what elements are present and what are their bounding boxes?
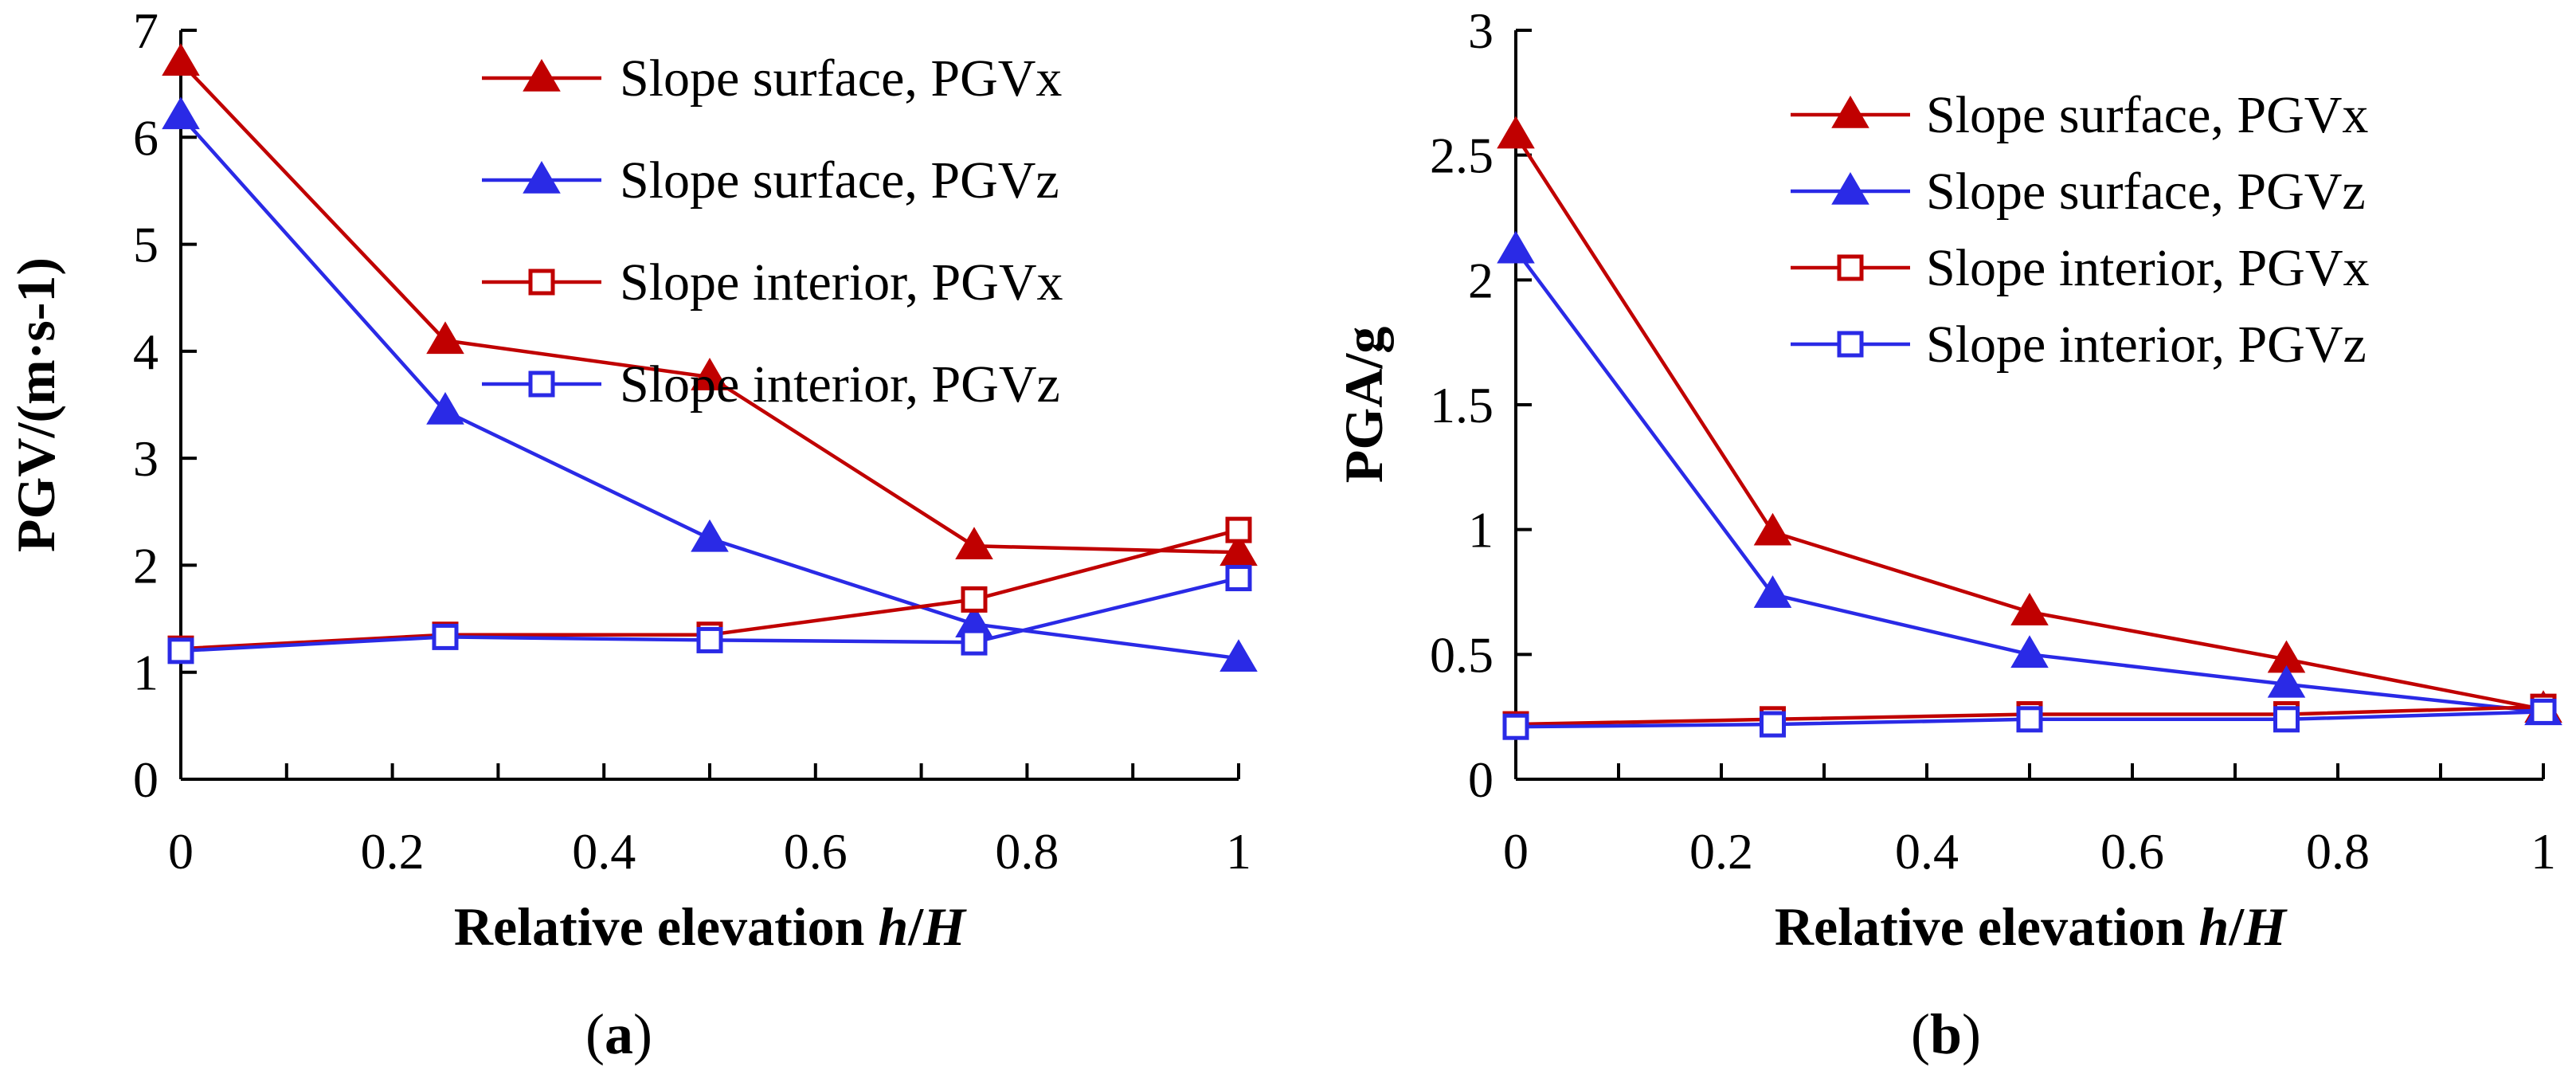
y-tick-label: 4 <box>133 323 159 380</box>
data-point <box>1753 575 1792 608</box>
x-axis-title-prefix: Relative elevation <box>454 896 879 957</box>
x-tick-label: 0 <box>1503 823 1529 880</box>
panel-label-close: ) <box>1962 1002 1981 1066</box>
x-tick-label: 0.2 <box>1689 823 1753 880</box>
y-tick-label: 2 <box>1468 252 1494 308</box>
x-axis-title-h: h <box>878 896 908 957</box>
y-tick-label: 1 <box>133 645 159 701</box>
y-tick-label: 3 <box>1468 2 1494 59</box>
data-point <box>1219 639 1258 672</box>
x-tick-label: 0.2 <box>361 823 425 880</box>
x-tick-label: 1 <box>1226 823 1251 880</box>
data-point <box>1502 713 1529 740</box>
legend-label-2: Slope interior, PGVx <box>620 253 1063 312</box>
x-tick-label: 0 <box>168 823 194 880</box>
x-axis-title-slash: / <box>907 896 924 957</box>
data-point <box>167 637 194 664</box>
legend-marker-0 <box>523 58 561 92</box>
data-point <box>691 358 729 390</box>
panel-label: (a) <box>585 1002 652 1066</box>
data-point <box>696 626 723 653</box>
x-axis-title: Relative elevation h/H <box>1775 896 2288 957</box>
data-point <box>1225 565 1252 592</box>
panel-b-marks: 0 0.5 1 1.5 2 2.5 3 0 0.2 0.4 0.6 0.8 1 <box>1430 2 2562 880</box>
y-tick-label: 7 <box>133 2 159 59</box>
data-point <box>2016 706 2043 733</box>
x-tick-label: 0.8 <box>995 823 1059 880</box>
data-point <box>426 392 464 425</box>
legend-marker-2 <box>1837 254 1864 281</box>
y-tick-label: 1.5 <box>1430 377 1494 433</box>
y-axis-title: PGA/g <box>1333 327 1394 483</box>
data-point <box>426 321 464 355</box>
panel-label: (b) <box>1911 1002 1981 1066</box>
data-point <box>961 586 988 613</box>
panel-label-open: ( <box>1911 1002 1930 1066</box>
x-tick-label: 1 <box>2531 823 2556 880</box>
data-point <box>1760 711 1786 738</box>
x-tick-label: 0.4 <box>1895 823 1959 880</box>
y-tick-label: 6 <box>133 109 159 166</box>
legend-marker-3 <box>1837 331 1864 358</box>
panel-label-letter: a <box>605 1002 633 1066</box>
data-point <box>2267 664 2306 698</box>
legend-marker-3 <box>528 370 555 398</box>
legend-label-1: Slope surface, PGVz <box>620 151 1059 210</box>
y-tick-label: 2 <box>133 537 159 594</box>
y-tick-label: 0.5 <box>1430 626 1494 683</box>
x-tick-label: 0.4 <box>572 823 636 880</box>
x-tick-label: 0.6 <box>784 823 848 880</box>
data-point <box>2273 706 2300 733</box>
y-tick-label: 0 <box>133 751 159 808</box>
y-tick-label: 3 <box>133 430 159 487</box>
legend-label-3: Slope interior, PGVz <box>620 355 1060 414</box>
data-point <box>1753 512 1792 546</box>
data-point <box>162 96 200 130</box>
data-point <box>1225 516 1252 543</box>
legend-label-1: Slope surface, PGVz <box>1926 163 2366 221</box>
y-tick-label: 0 <box>1468 751 1494 808</box>
data-point <box>691 519 729 552</box>
data-point <box>1497 230 1535 264</box>
panel-label-open: ( <box>585 1002 605 1066</box>
y-tick-label: 1 <box>1468 502 1494 559</box>
legend-label-0: Slope surface, PGVx <box>620 49 1062 108</box>
legend-label-2: Slope interior, PGVx <box>1926 239 2370 297</box>
x-axis-title-H: H <box>922 896 967 957</box>
panel-a-legend: Slope surface, PGVx Slope surface, PGVz Sl… <box>482 49 1063 414</box>
legend-marker-1 <box>1831 171 1869 205</box>
legend-label-3: Slope interior, PGVz <box>1926 316 2367 374</box>
panel-label-close: ) <box>633 1002 652 1066</box>
data-point <box>2010 635 2049 668</box>
x-axis-title: Relative elevation h/H <box>454 896 967 957</box>
x-axis-title-prefix: Relative elevation <box>1775 896 2199 957</box>
y-tick-label: 5 <box>133 217 159 273</box>
x-axis-title-h: h <box>2198 896 2229 957</box>
legend-marker-0 <box>1831 95 1869 128</box>
data-point <box>2010 593 2049 625</box>
data-point <box>432 623 459 650</box>
data-point <box>162 43 200 76</box>
legend-marker-1 <box>523 160 561 194</box>
legend-label-0: Slope surface, PGVx <box>1926 86 2368 144</box>
x-tick-label: 0.8 <box>2306 823 2370 880</box>
panel-label-letter: b <box>1930 1002 1962 1066</box>
x-tick-label: 0.6 <box>2100 823 2164 880</box>
chart-panel-a: 0 1 2 3 4 5 6 7 0 0.2 0.4 0.6 0.8 1 Slope surface, PG… <box>6 2 1258 1066</box>
y-tick-label: 2.5 <box>1430 127 1494 184</box>
panel-b-legend: Slope surface, PGVx Slope surface, PGVz Sl… <box>1791 86 2370 374</box>
data-point <box>955 527 993 560</box>
data-point <box>1497 116 1535 149</box>
legend-marker-2 <box>528 269 555 296</box>
x-axis-title-H: H <box>2243 896 2288 957</box>
y-axis-title: PGV/(m·s-1) <box>6 257 66 552</box>
data-point <box>2530 698 2557 725</box>
chart-panel-b: 0 0.5 1 1.5 2 2.5 3 0 0.2 0.4 0.6 0.8 1 Slope surfac… <box>1333 2 2562 1066</box>
data-point <box>961 629 988 656</box>
x-axis-title-slash: / <box>2228 896 2245 957</box>
panel-a-marks: 0 1 2 3 4 5 6 7 0 0.2 0.4 0.6 0.8 1 <box>133 2 1258 880</box>
